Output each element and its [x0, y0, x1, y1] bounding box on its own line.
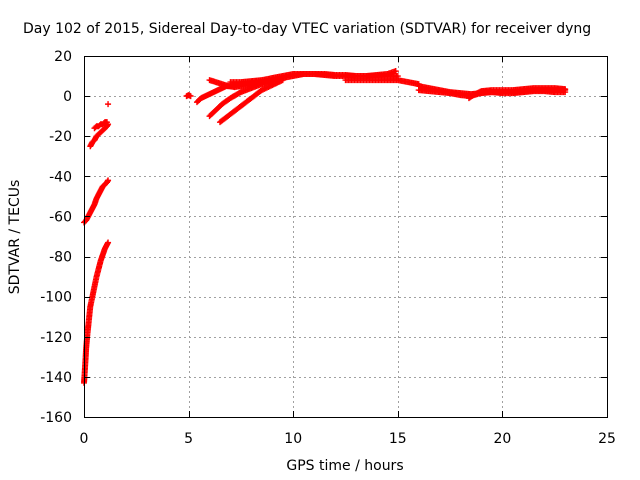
y-tick-label: 0	[63, 89, 72, 105]
data-point	[105, 239, 112, 246]
grid-lines	[84, 56, 607, 417]
data-points	[81, 68, 569, 386]
y-tick-label: -40	[49, 169, 72, 185]
y-tick-labels: -160 -140 -120 -100 -80 -60 -40 -20 0 20	[40, 49, 72, 426]
y-tick-label: 20	[54, 49, 72, 65]
tick-marks	[84, 56, 608, 418]
y-tick-label: -140	[40, 370, 72, 386]
y-tick-label: -20	[49, 129, 72, 145]
y-tick-label: -80	[49, 250, 72, 266]
x-tick-label: 5	[184, 431, 193, 447]
x-tick-label: 25	[598, 431, 616, 447]
y-tick-label: -160	[40, 410, 72, 426]
y-tick-label: -120	[40, 330, 72, 346]
x-tick-label: 10	[284, 431, 302, 447]
data-point	[105, 101, 112, 108]
x-tick-label: 20	[493, 431, 511, 447]
y-tick-label: -100	[40, 290, 72, 306]
data-point	[187, 93, 194, 100]
x-axis-label: GPS time / hours	[286, 458, 403, 474]
data-point	[104, 119, 111, 126]
data-point	[562, 86, 569, 93]
data-point	[392, 68, 399, 75]
plot-frame	[84, 56, 608, 418]
x-tick-label: 0	[80, 431, 89, 447]
y-axis-label: SDTVAR / TECUs	[7, 180, 23, 295]
y-tick-label: -60	[49, 209, 72, 225]
chart-title: Day 102 of 2015, Sidereal Day-to-day VTE…	[23, 21, 591, 37]
x-tick-labels: 0 5 10 15 20 25	[80, 431, 616, 447]
x-tick-label: 15	[389, 431, 407, 447]
data-point	[105, 177, 112, 184]
